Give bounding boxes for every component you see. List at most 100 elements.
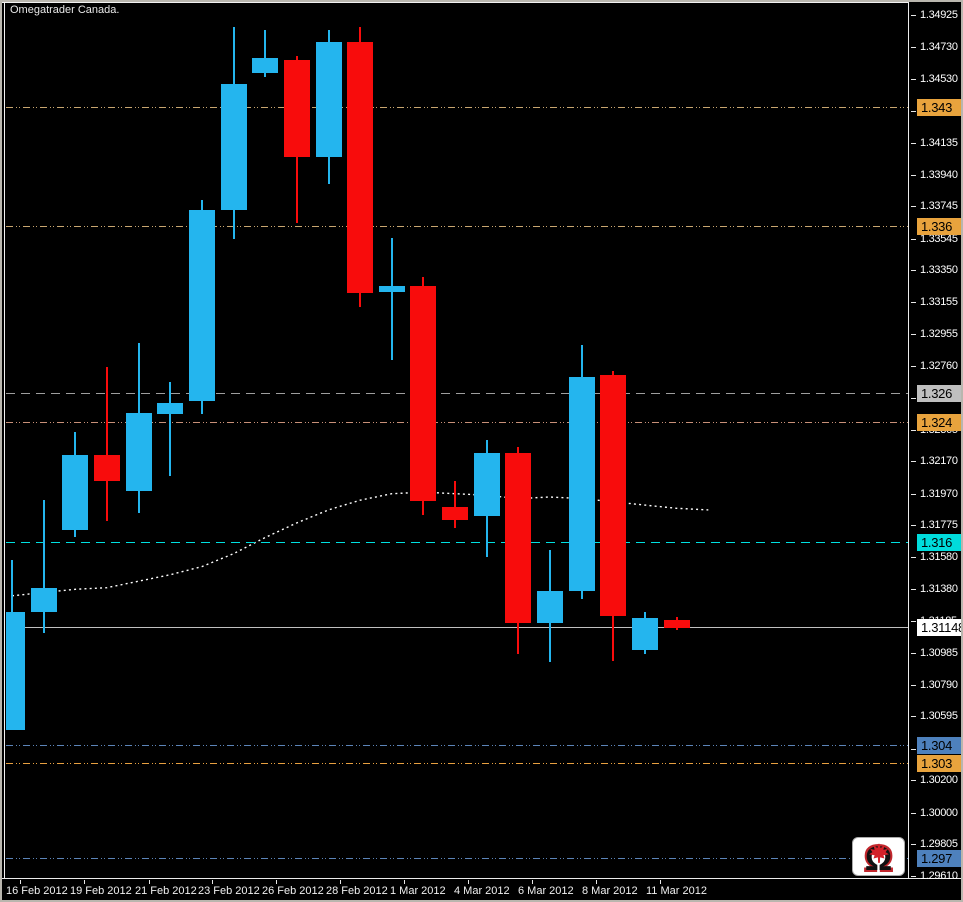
level-price-badge: 1.326 — [917, 385, 961, 402]
price-tick-mark — [911, 398, 916, 399]
price-tick-mark — [911, 557, 916, 558]
price-tick-label: 1.30000 — [920, 807, 958, 819]
price-tick-mark — [911, 716, 916, 717]
date-tick-mark — [20, 880, 21, 884]
level-price-badge: 1.316 — [917, 534, 961, 551]
window-top-edge — [2, 2, 961, 3]
candle-wick — [43, 500, 45, 633]
level-line-1.304 — [6, 745, 908, 746]
price-tick-label: 1.32760 — [920, 360, 958, 372]
level-line-1.297 — [6, 858, 908, 859]
price-tick-mark — [911, 844, 916, 845]
date-tick-mark — [596, 880, 597, 884]
date-tick-label: 26 Feb 2012 — [262, 885, 324, 897]
bear-candle — [600, 375, 626, 616]
price-tick-mark — [911, 206, 916, 207]
price-tick-label: 1.31775 — [920, 519, 958, 531]
price-tick-label: 1.31380 — [920, 583, 958, 595]
candle-wick — [264, 30, 266, 77]
price-tick-mark — [911, 366, 916, 367]
bull-candle — [126, 413, 152, 491]
chart-title: Omegatrader Canada. — [10, 4, 120, 16]
bull-candle — [569, 377, 595, 591]
price-tick-mark — [911, 621, 916, 622]
price-tick-label: 1.32170 — [920, 455, 958, 467]
date-tick-label: 11 Mar 2012 — [646, 885, 707, 897]
date-tick-label: 19 Feb 2012 — [70, 885, 132, 897]
price-tick-label: 1.30595 — [920, 710, 958, 722]
bull-candle — [379, 286, 405, 292]
bear-candle — [284, 60, 310, 157]
price-tick-mark — [911, 79, 916, 80]
level-line-1.303 — [6, 763, 908, 764]
level-price-badge: 1.297 — [917, 850, 961, 867]
bull-candle — [474, 453, 500, 516]
date-tick-mark — [532, 880, 533, 884]
price-tick-label: 1.33350 — [920, 264, 958, 276]
bull-candle — [537, 591, 563, 623]
bull-candle — [632, 618, 658, 650]
price-tick-mark — [911, 685, 916, 686]
bear-candle — [505, 453, 531, 623]
bear-candle — [664, 620, 690, 628]
bull-candle — [157, 403, 183, 414]
candle-wick — [106, 367, 108, 521]
price-tick-label: 1.31970 — [920, 488, 958, 500]
price-tick-label: 1.33745 — [920, 200, 958, 212]
bear-candle — [347, 42, 373, 293]
level-line-1.31148 — [6, 627, 908, 628]
price-tick-label: 1.34135 — [920, 137, 958, 149]
candle-wick — [454, 481, 456, 528]
date-tick-mark — [212, 880, 213, 884]
date-tick-mark — [276, 880, 277, 884]
candle-wick — [169, 382, 171, 476]
date-axis[interactable]: 16 Feb 2012 19 Feb 2012 21 Feb 2012 23 Feb … — [2, 879, 961, 900]
level-line-1.326 — [6, 393, 908, 394]
bull-candle — [316, 42, 342, 157]
date-tick-label: 23 Feb 2012 — [198, 885, 260, 897]
price-tick-label: 1.32955 — [920, 328, 958, 340]
level-price-badge: 1.31148 — [917, 619, 961, 636]
bear-candle — [442, 507, 468, 520]
bull-candle — [6, 612, 25, 730]
bull-candle — [189, 210, 215, 401]
price-axis[interactable]: 1.349251.347301.345301.343301.341351.339… — [909, 2, 961, 882]
price-tick-mark — [911, 302, 916, 303]
window-left-edge — [4, 2, 5, 879]
price-tick-mark — [911, 525, 916, 526]
date-tick-mark — [468, 880, 469, 884]
bull-candle — [221, 84, 247, 210]
price-tick-mark — [911, 780, 916, 781]
bull-candle — [31, 588, 57, 612]
level-price-badge: 1.303 — [917, 755, 961, 772]
date-tick-mark — [340, 880, 341, 884]
price-tick-mark — [911, 47, 916, 48]
price-tick-label: 1.30200 — [920, 774, 958, 786]
date-tick-mark — [404, 880, 405, 884]
chart-plot-area[interactable] — [6, 3, 908, 878]
price-tick-mark — [911, 334, 916, 335]
date-tick-mark — [149, 880, 150, 884]
price-tick-label: 1.34925 — [920, 9, 958, 21]
price-tick-label: 1.31580 — [920, 551, 958, 563]
price-tick-mark — [911, 813, 916, 814]
broker-logo: Ω Ω — [852, 837, 905, 876]
bull-candle — [252, 58, 278, 73]
maple-leaf-icon — [869, 843, 889, 863]
candle-wick — [391, 238, 393, 360]
price-tick-label: 1.34730 — [920, 41, 958, 53]
price-tick-mark — [911, 653, 916, 654]
level-price-badge: 1.336 — [917, 218, 961, 235]
price-tick-mark — [911, 876, 916, 877]
price-tick-label: 1.29805 — [920, 838, 958, 850]
price-tick-label: 1.30790 — [920, 679, 958, 691]
price-tick-label: 1.34530 — [920, 73, 958, 85]
price-tick-mark — [911, 589, 916, 590]
price-tick-mark — [911, 461, 916, 462]
price-axis-separator — [908, 2, 909, 878]
bear-candle — [410, 286, 436, 501]
level-line-1.316 — [6, 542, 908, 543]
date-tick-label: 28 Feb 2012 — [326, 885, 388, 897]
level-price-badge: 1.304 — [917, 737, 961, 754]
